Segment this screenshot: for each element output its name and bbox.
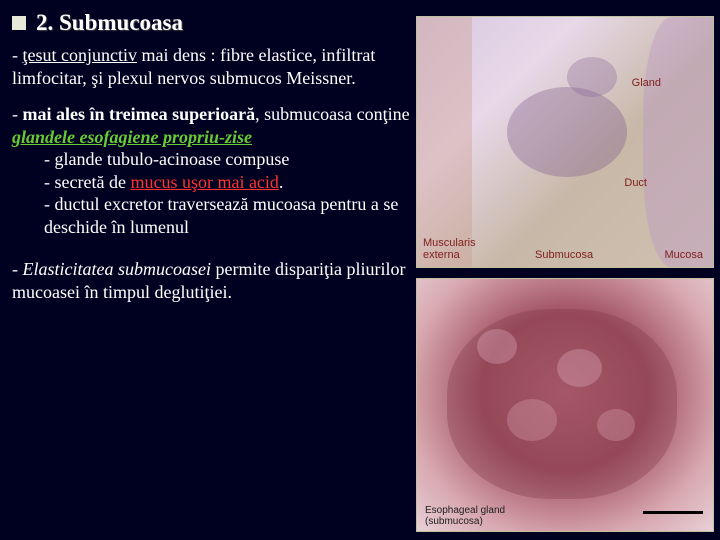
img1-label-gland: Gland: [632, 77, 661, 89]
slide-title: 2. Submucoasa: [36, 10, 183, 36]
img1-label-musc: Muscularis externa: [423, 237, 493, 261]
paragraph-1: - ţesut conjunctiv mai dens : fibre elas…: [12, 44, 412, 89]
img1-label-subm: Submucosa: [535, 249, 593, 261]
histology-image-2: Esophageal gland (submucosa): [416, 278, 714, 532]
paragraph-2: - mai ales în treimea superioară, submuc…: [12, 103, 412, 238]
p2-bold: mai ales în treimea superioară: [23, 104, 256, 124]
img1-label-muco: Mucosa: [664, 249, 703, 261]
p2-sub1: - glande tubulo-acinoase compuse: [44, 148, 412, 171]
p2-sub2-red: mucus uşor mai acid: [130, 172, 278, 192]
p2-sub2-b: .: [279, 172, 284, 192]
p2-lead: -: [12, 104, 23, 124]
img2-caption: Esophageal gland (submucosa): [425, 505, 505, 527]
content-column: - ţesut conjunctiv mai dens : fibre elas…: [12, 44, 412, 303]
p3-lead: -: [12, 259, 23, 279]
p1-lead: -: [12, 45, 23, 65]
p2-sub2-a: - secretă de: [44, 172, 130, 192]
p2-green: glandele esofagiene propriu-zise: [12, 127, 252, 147]
p2-mid: , submucoasa conţine: [255, 104, 409, 124]
img2-cap-a: Esophageal gland: [425, 505, 505, 516]
img1-label-duct: Duct: [624, 177, 647, 189]
p2-sublist: - glande tubulo-acinoase compuse - secre…: [12, 148, 412, 238]
img2-scalebar: [643, 511, 703, 525]
img2-cap-b: (submucosa): [425, 516, 483, 527]
histology-image-1: Gland Duct Muscularis externa Submucosa …: [416, 16, 714, 268]
title-bullet: [12, 16, 26, 30]
p2-sub2: - secretă de mucus uşor mai acid.: [44, 171, 412, 194]
p1-term: ţesut conjunctiv: [23, 45, 137, 65]
paragraph-3: - Elasticitatea submucoasei permite disp…: [12, 258, 412, 303]
p3-ital: Elasticitatea submucoasei: [23, 259, 211, 279]
p2-sub3: - ductul excretor traversează mucoasa pe…: [12, 193, 412, 238]
